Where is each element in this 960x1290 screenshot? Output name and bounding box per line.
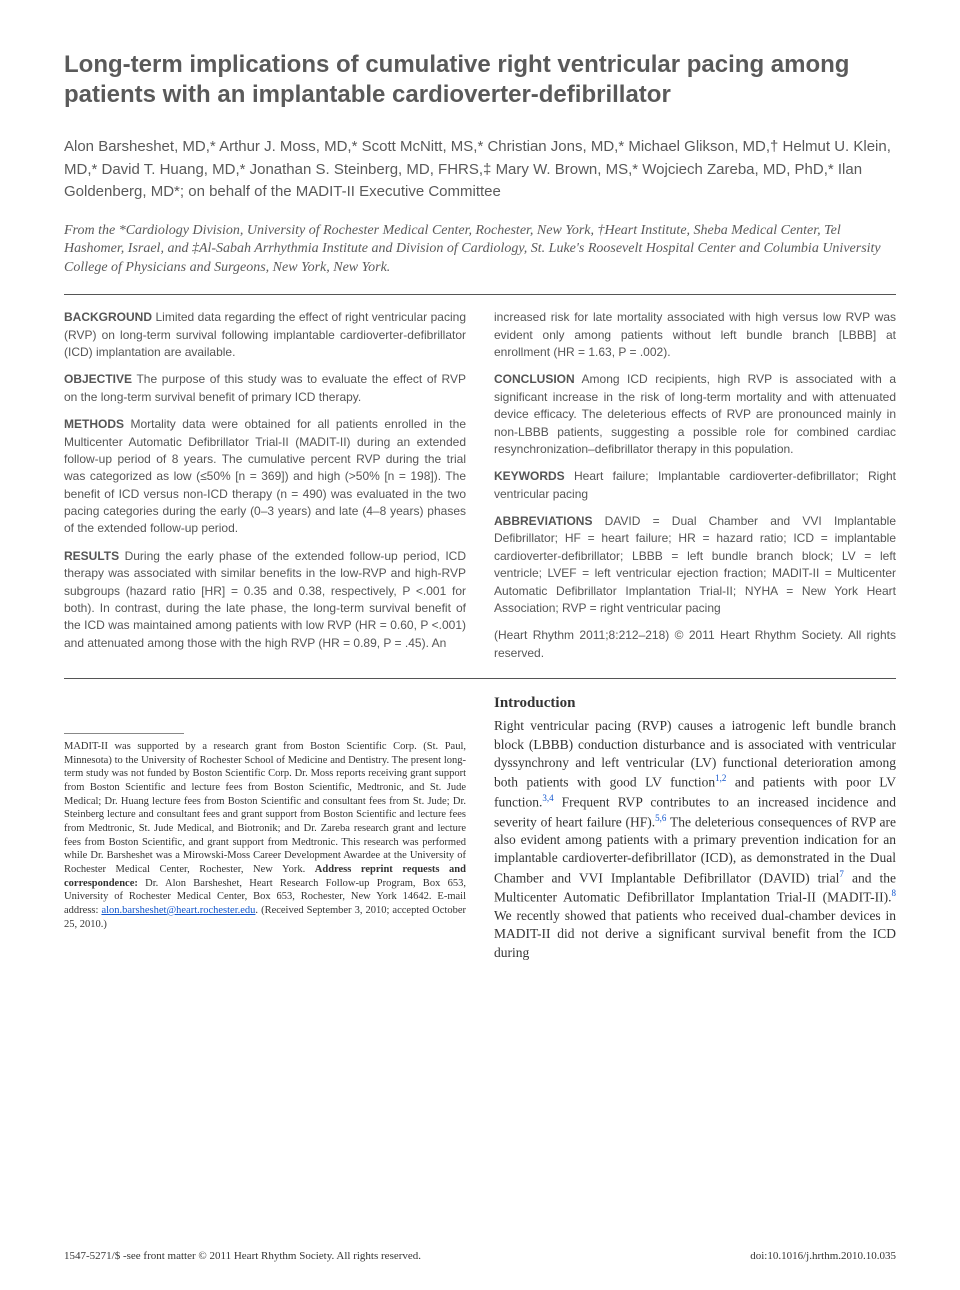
keywords-label: KEYWORDS	[494, 469, 565, 483]
abstract-objective: OBJECTIVE The purpose of this study was …	[64, 371, 466, 406]
abbreviations-text: DAVID = Dual Chamber and VVI Implantable…	[494, 514, 896, 615]
abbreviations-label: ABBREVIATIONS	[494, 514, 592, 528]
abstract-results: RESULTS During the early phase of the ex…	[64, 548, 466, 652]
page-footer: 1547-5271/$ -see front matter © 2011 Hea…	[64, 1250, 896, 1262]
abstract-conclusion: CONCLUSION Among ICD recipients, high RV…	[494, 371, 896, 458]
body-col-left: MADIT-II was supported by a research gra…	[64, 693, 466, 962]
rule-bottom	[64, 678, 896, 679]
methods-text: Mortality data were obtained for all pat…	[64, 417, 466, 535]
rule-top	[64, 294, 896, 295]
affiliations: From the *Cardiology Division, Universit…	[64, 222, 896, 279]
ref-link-5-6[interactable]: 5,6	[655, 813, 666, 823]
body-columns: MADIT-II was supported by a research gra…	[64, 693, 896, 962]
abstract-col-right: increased risk for late mortality associ…	[494, 309, 896, 672]
ref-link-8[interactable]: 8	[892, 888, 897, 898]
ref-link-3-4[interactable]: 3,4	[542, 793, 553, 803]
correspondence-email-link[interactable]: alon.barsheshet@heart.rochester.edu	[101, 905, 255, 916]
body-col-right: Introduction Right ventricular pacing (R…	[494, 693, 896, 962]
abstract: BACKGROUND Limited data regarding the ef…	[64, 309, 896, 672]
abstract-col-left: BACKGROUND Limited data regarding the ef…	[64, 309, 466, 672]
intro-text-6: We recently showed that patients who rec…	[494, 908, 896, 959]
footer-doi: doi:10.1016/j.hrthm.2010.10.035	[750, 1250, 896, 1262]
results-text: During the early phase of the extended f…	[64, 549, 466, 650]
conclusion-label: CONCLUSION	[494, 372, 575, 386]
article-title: Long-term implications of cumulative rig…	[64, 50, 896, 110]
abstract-keywords: KEYWORDS Heart failure; Implantable card…	[494, 468, 896, 503]
footnote-divider	[64, 733, 184, 734]
abstract-background: BACKGROUND Limited data regarding the ef…	[64, 309, 466, 361]
footnote-body: MADIT-II was supported by a research gra…	[64, 741, 466, 875]
background-label: BACKGROUND	[64, 310, 152, 324]
methods-label: METHODS	[64, 417, 124, 431]
ref-link-1-2[interactable]: 1,2	[715, 773, 726, 783]
abstract-methods: METHODS Mortality data were obtained for…	[64, 416, 466, 538]
results-label: RESULTS	[64, 549, 119, 563]
footer-left: 1547-5271/$ -see front matter © 2011 Hea…	[64, 1250, 421, 1262]
introduction-heading: Introduction	[494, 693, 896, 713]
objective-label: OBJECTIVE	[64, 372, 132, 386]
results-continued: increased risk for late mortality associ…	[494, 309, 896, 361]
footnote-block: MADIT-II was supported by a research gra…	[64, 740, 466, 931]
abstract-abbreviations: ABBREVIATIONS DAVID = Dual Chamber and V…	[494, 513, 896, 617]
abstract-citation: (Heart Rhythm 2011;8:212–218) © 2011 Hea…	[494, 627, 896, 662]
introduction-paragraph: Right ventricular pacing (RVP) causes a …	[494, 717, 896, 961]
author-list: Alon Barsheshet, MD,* Arthur J. Moss, MD…	[64, 136, 896, 204]
